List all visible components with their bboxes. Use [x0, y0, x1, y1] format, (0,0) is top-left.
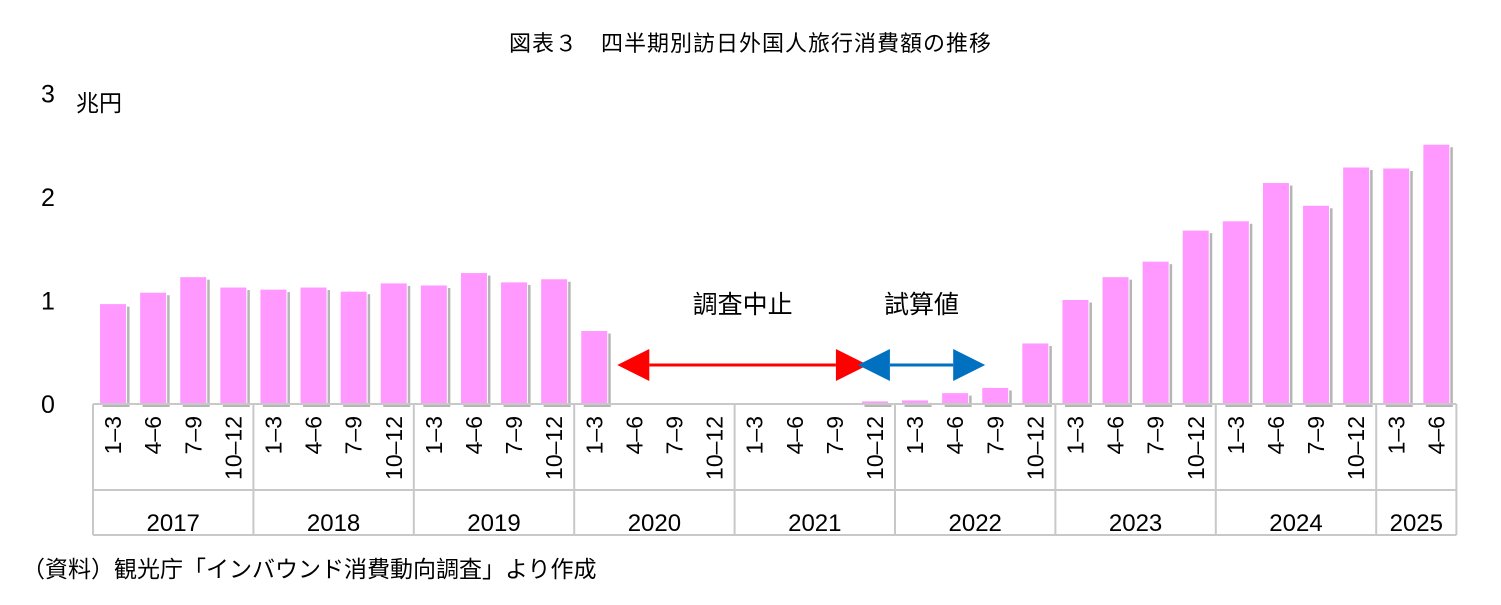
annotation-label: 調査中止 — [693, 290, 793, 319]
x-tick-label: 1–3 — [1383, 416, 1409, 454]
x-tick-label: 10–12 — [1022, 416, 1048, 480]
bar — [1021, 342, 1050, 405]
year-label: 2021 — [788, 510, 841, 537]
x-tick-label: 4–6 — [942, 416, 968, 454]
x-tick-label: 4–6 — [461, 416, 487, 454]
y-tick-label: 3 — [41, 81, 55, 109]
x-tick-label: 10–12 — [220, 416, 246, 480]
bar — [1382, 167, 1411, 405]
bar — [459, 272, 488, 405]
annotations: 調査中止 試算値 — [617, 290, 986, 381]
bar — [1181, 229, 1210, 405]
annotation-arrow-head-left — [857, 349, 890, 381]
x-tick-label: 1–3 — [421, 416, 447, 454]
x-tick-label: 7–9 — [982, 416, 1008, 454]
annotation-label: 試算値 — [884, 290, 959, 319]
x-tick-label: 4–6 — [1423, 416, 1449, 454]
year-label: 2025 — [1390, 510, 1443, 537]
x-tick-label: 4–6 — [1103, 416, 1129, 454]
annotation-arrow-head-left — [617, 349, 650, 381]
x-tick-label: 1–3 — [1062, 416, 1088, 454]
year-label: 2020 — [628, 510, 681, 537]
x-tick-label: 7–9 — [501, 416, 527, 454]
x-tick-label: 10–12 — [541, 416, 567, 480]
annotation-arrow-head-right — [835, 349, 868, 381]
x-tick-label: 7–9 — [341, 416, 367, 454]
bar — [339, 290, 368, 405]
x-tick-label: 1–3 — [260, 416, 286, 454]
y-tick-label: 2 — [41, 184, 55, 212]
bar — [179, 276, 208, 405]
bar — [1141, 260, 1170, 405]
source-note: （資料）観光庁「インバウンド消費動向調査」より作成 — [22, 557, 597, 583]
x-tick-label: 10–12 — [702, 416, 728, 480]
x-tick-label: 10–12 — [1343, 416, 1369, 480]
chart-title: 図表３ 四半期別訪日外国人旅行消費額の推移 — [508, 32, 992, 57]
annotation-arrow-head-right — [953, 349, 986, 381]
bar — [1221, 220, 1250, 405]
year-label: 2024 — [1269, 510, 1322, 537]
bar — [299, 286, 328, 405]
x-tick-label: 10–12 — [862, 416, 888, 480]
x-tick-label: 7–9 — [1143, 416, 1169, 454]
year-label: 2023 — [1109, 510, 1162, 537]
x-tick-label: 1–3 — [1223, 416, 1249, 454]
y-axis-ticks: 0 1 2 3 — [41, 81, 55, 420]
year-label: 2019 — [467, 510, 520, 537]
bar — [580, 330, 609, 405]
bar — [981, 386, 1010, 405]
y-tick-label: 1 — [41, 288, 55, 316]
bar — [1302, 204, 1331, 405]
x-tick-label: 4–6 — [301, 416, 327, 454]
bar — [379, 282, 408, 405]
x-tick-label: 7–9 — [822, 416, 848, 454]
bar — [1261, 182, 1290, 405]
category-axis: 1–3 4–6 7–9 10–12 1–3 4–6 7–9 10–12 1–3 4–6 7–9 10–… — [92, 403, 1458, 537]
x-tick-label: 1–3 — [742, 416, 768, 454]
x-tick-label: 10–12 — [381, 416, 407, 480]
bar — [219, 286, 248, 405]
x-tick-label: 7–9 — [1303, 416, 1329, 454]
year-label: 2022 — [949, 510, 1002, 537]
year-label: 2017 — [147, 510, 200, 537]
bar — [139, 291, 168, 405]
x-tick-label: 10–12 — [1183, 416, 1209, 480]
bar — [500, 281, 529, 405]
bar — [1342, 166, 1371, 405]
bar — [99, 303, 128, 405]
x-tick-label: 1–3 — [581, 416, 607, 454]
x-tick-label: 4–6 — [140, 416, 166, 454]
y-axis-unit: 兆円 — [76, 91, 122, 117]
bar — [259, 288, 288, 405]
bar — [1422, 143, 1451, 405]
bar — [1101, 276, 1130, 405]
bar — [419, 284, 448, 405]
x-tick-label: 7–9 — [661, 416, 687, 454]
bar-series — [99, 143, 1453, 407]
x-tick-label: 7–9 — [180, 416, 206, 454]
year-label: 2018 — [307, 510, 360, 537]
x-tick-label: 1–3 — [100, 416, 126, 454]
x-tick-label: 1–3 — [902, 416, 928, 454]
bar-shadow — [864, 403, 892, 407]
bar — [941, 392, 970, 405]
y-tick-label: 0 — [41, 391, 55, 419]
x-tick-label: 4–6 — [621, 416, 647, 454]
bar — [1061, 298, 1090, 405]
x-tick-label: 4–6 — [782, 416, 808, 454]
x-tick-label: 4–6 — [1263, 416, 1289, 454]
bar — [540, 278, 569, 405]
